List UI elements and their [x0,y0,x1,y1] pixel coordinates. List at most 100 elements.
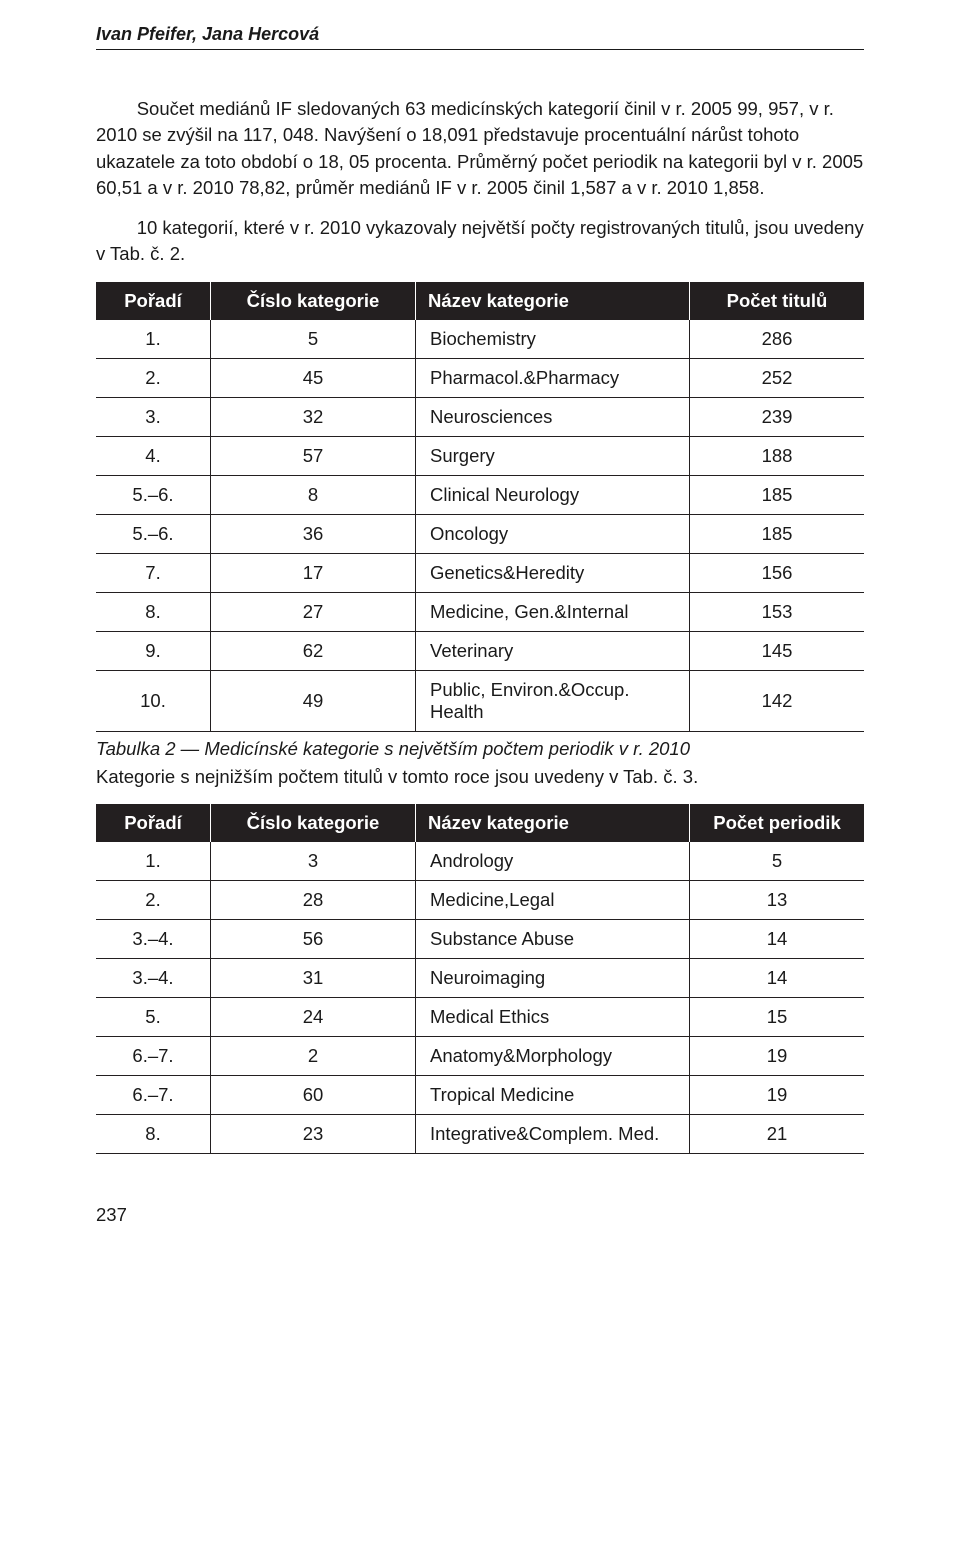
table-cell: Neurosciences [416,397,690,436]
table-cell: 185 [690,514,865,553]
table-row: 5.–6.8Clinical Neurology185 [96,475,864,514]
table-row: 4.57Surgery188 [96,436,864,475]
table-cell: 27 [211,592,416,631]
table-cell: 252 [690,358,865,397]
page-container: Ivan Pfeifer, Jana Hercová Součet medián… [0,0,960,1266]
table-row: 8.27Medicine, Gen.&Internal153 [96,592,864,631]
table-cell: 8 [211,475,416,514]
table-cell: 19 [690,1036,865,1075]
page-number: 237 [96,1204,864,1226]
table-row: 3.–4.31Neuroimaging14 [96,958,864,997]
header-divider [96,49,864,50]
table-cell: 21 [690,1114,865,1153]
table-cell: 1. [96,320,211,359]
table-cell: Pharmacol.&Pharmacy [416,358,690,397]
table-cell: Anatomy&Morphology [416,1036,690,1075]
table-cell: 3.–4. [96,958,211,997]
table-3-h2: Číslo kategorie [211,804,416,842]
table-cell: 5.–6. [96,514,211,553]
table-row: 3.32Neurosciences239 [96,397,864,436]
table-cell: 49 [211,670,416,731]
table-cell: 9. [96,631,211,670]
table-cell: 145 [690,631,865,670]
table-cell: 3 [211,842,416,881]
table-cell: Biochemistry [416,320,690,359]
table-cell: 14 [690,919,865,958]
table-row: 2.28Medicine,Legal13 [96,880,864,919]
table-row: 1.3Andrology5 [96,842,864,881]
table-2-h3: Název kategorie [416,282,690,320]
table-cell: Genetics&Heredity [416,553,690,592]
table-cell: Veterinary [416,631,690,670]
table-row: 6.–7.2Anatomy&Morphology19 [96,1036,864,1075]
table-row: 1.5Biochemistry286 [96,320,864,359]
table-cell: 188 [690,436,865,475]
paragraph-1: Součet mediánů IF sledovaných 63 medicín… [96,96,864,201]
table-cell: 13 [690,880,865,919]
table-cell: 31 [211,958,416,997]
table-2-h2: Číslo kategorie [211,282,416,320]
table-cell: 6.–7. [96,1036,211,1075]
table-row: 9.62Veterinary145 [96,631,864,670]
table-cell: Medicine,Legal [416,880,690,919]
table-2: Pořadí Číslo kategorie Název kategorie P… [96,282,864,732]
table-row: 5.–6.36Oncology185 [96,514,864,553]
table-3-body: 1.3Andrology52.28Medicine,Legal133.–4.56… [96,842,864,1154]
paragraph-2: 10 kategorií, které v r. 2010 vykazovaly… [96,215,864,268]
table-2-caption: Tabulka 2 — Medicínské kategorie s nejvě… [96,738,864,760]
table-row: 2.45Pharmacol.&Pharmacy252 [96,358,864,397]
paragraph-3: Kategorie s nejnižším počtem titulů v to… [96,764,864,790]
table-cell: 28 [211,880,416,919]
table-cell: 153 [690,592,865,631]
table-cell: Integrative&Complem. Med. [416,1114,690,1153]
table-cell: 8. [96,592,211,631]
table-cell: 24 [211,997,416,1036]
table-cell: Clinical Neurology [416,475,690,514]
table-2-h4: Počet titulů [690,282,865,320]
table-cell: 5. [96,997,211,1036]
table-cell: Public, Environ.&Occup. Health [416,670,690,731]
table-3-header-row: Pořadí Číslo kategorie Název kategorie P… [96,804,864,842]
table-cell: 156 [690,553,865,592]
table-row: 8.23Integrative&Complem. Med.21 [96,1114,864,1153]
table-cell: 1. [96,842,211,881]
table-2-header-row: Pořadí Číslo kategorie Název kategorie P… [96,282,864,320]
table-cell: 142 [690,670,865,731]
table-cell: 239 [690,397,865,436]
table-cell: Neuroimaging [416,958,690,997]
table-cell: 185 [690,475,865,514]
table-cell: Surgery [416,436,690,475]
table-cell: 23 [211,1114,416,1153]
table-cell: 19 [690,1075,865,1114]
table-2-h1: Pořadí [96,282,211,320]
table-3: Pořadí Číslo kategorie Název kategorie P… [96,804,864,1154]
table-3-h4: Počet periodik [690,804,865,842]
table-cell: 32 [211,397,416,436]
table-cell: 3.–4. [96,919,211,958]
table-cell: 14 [690,958,865,997]
table-cell: 57 [211,436,416,475]
table-cell: 7. [96,553,211,592]
table-cell: Substance Abuse [416,919,690,958]
table-cell: 6.–7. [96,1075,211,1114]
table-2-body: 1.5Biochemistry2862.45Pharmacol.&Pharmac… [96,320,864,732]
table-cell: 2 [211,1036,416,1075]
table-cell: 36 [211,514,416,553]
table-row: 7.17Genetics&Heredity156 [96,553,864,592]
table-3-h3: Název kategorie [416,804,690,842]
table-cell: 4. [96,436,211,475]
table-cell: 2. [96,358,211,397]
table-cell: 3. [96,397,211,436]
table-row: 6.–7.60Tropical Medicine19 [96,1075,864,1114]
table-cell: Medicine, Gen.&Internal [416,592,690,631]
table-cell: 17 [211,553,416,592]
table-cell: 286 [690,320,865,359]
table-cell: Tropical Medicine [416,1075,690,1114]
table-cell: Oncology [416,514,690,553]
table-cell: 60 [211,1075,416,1114]
table-cell: Andrology [416,842,690,881]
table-cell: 45 [211,358,416,397]
table-cell: 10. [96,670,211,731]
table-cell: 5.–6. [96,475,211,514]
table-cell: 5 [690,842,865,881]
